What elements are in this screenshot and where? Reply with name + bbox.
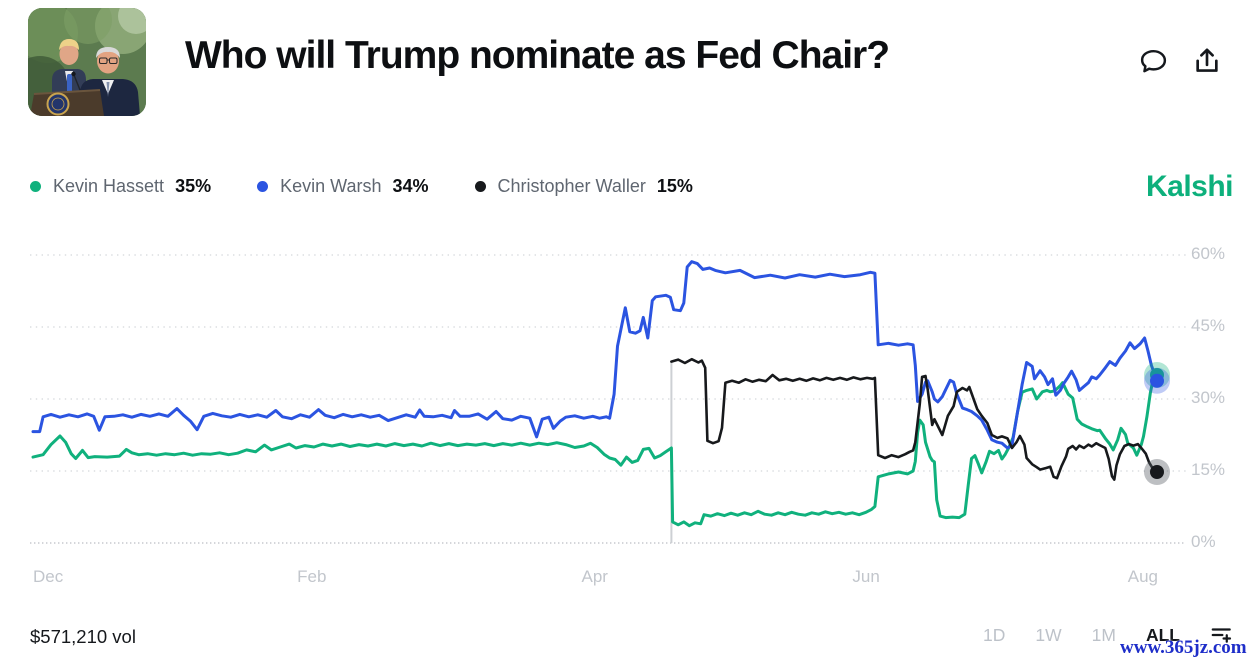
- market-thumbnail: [28, 8, 146, 116]
- series-line-waller: [670, 357, 1159, 481]
- range-1d-button[interactable]: 1D: [983, 624, 1006, 645]
- time-range-selector: 1D 1W 1M ALL: [983, 624, 1232, 646]
- market-thumbnail-image: [28, 8, 146, 116]
- share-icon: [1196, 47, 1218, 72]
- y-axis-label-30: 30%: [1191, 388, 1226, 407]
- x-axis-label-feb: Feb: [297, 567, 327, 586]
- legend-item-warsh[interactable]: Kevin Warsh 34%: [257, 176, 429, 197]
- legend-value-waller: 15%: [656, 176, 693, 196]
- series-line-hassett: [31, 373, 1159, 528]
- legend-dot-waller: [474, 181, 486, 192]
- legend-name-warsh: Kevin Warsh: [280, 176, 382, 196]
- price-chart[interactable]: 0% 15% 30% 45% 60% Dec Feb Apr Jun Aug: [0, 240, 1251, 600]
- y-axis-label-45: 45%: [1191, 316, 1226, 335]
- legend: Kevin Hassett 35% Kevin Warsh 34% Christ…: [30, 176, 739, 197]
- volume-label: $571,210 vol: [30, 626, 136, 647]
- x-axis-label-dec: Dec: [33, 567, 64, 586]
- chart-plot: [30, 254, 1186, 544]
- y-axis-label-15: 15%: [1191, 460, 1226, 479]
- legend-value-warsh: 34%: [392, 176, 429, 196]
- kalshi-logo: Kalshi: [1145, 170, 1234, 203]
- legend-name-waller: Christopher Waller: [497, 176, 646, 196]
- legend-value-hassett: 35%: [175, 176, 212, 196]
- share-button[interactable]: [1190, 44, 1224, 78]
- range-all-button[interactable]: ALL: [1145, 624, 1180, 645]
- legend-item-hassett[interactable]: Kevin Hassett 35%: [30, 176, 211, 197]
- range-1w-button[interactable]: 1W: [1035, 624, 1062, 645]
- x-axis-label-aug: Aug: [1127, 567, 1159, 586]
- legend-dot-hassett: [30, 181, 41, 192]
- watermark: www.365jz.com: [1120, 637, 1247, 658]
- legend-name-hassett: Kevin Hassett: [53, 176, 165, 196]
- y-axis-label-0: 0%: [1191, 532, 1216, 551]
- x-axis-label-apr: Apr: [581, 567, 608, 586]
- header-actions: [1136, 44, 1224, 78]
- series-line-warsh: [31, 260, 1159, 450]
- range-1m-button[interactable]: 1M: [1091, 624, 1116, 645]
- end-marker-waller: [1150, 465, 1164, 479]
- list-plus-icon: [1211, 628, 1232, 643]
- comment-button[interactable]: [1136, 44, 1170, 78]
- legend-dot-warsh: [257, 181, 269, 192]
- x-axis-label-jun: Jun: [852, 567, 880, 586]
- legend-item-waller[interactable]: Christopher Waller 15%: [474, 176, 693, 197]
- comment-icon: [1140, 49, 1166, 72]
- end-marker-warsh: [1150, 373, 1164, 388]
- y-axis-label-60: 60%: [1191, 244, 1226, 263]
- chart-options-button[interactable]: [1210, 624, 1232, 646]
- market-title: Who will Trump nominate as Fed Chair?: [185, 34, 890, 77]
